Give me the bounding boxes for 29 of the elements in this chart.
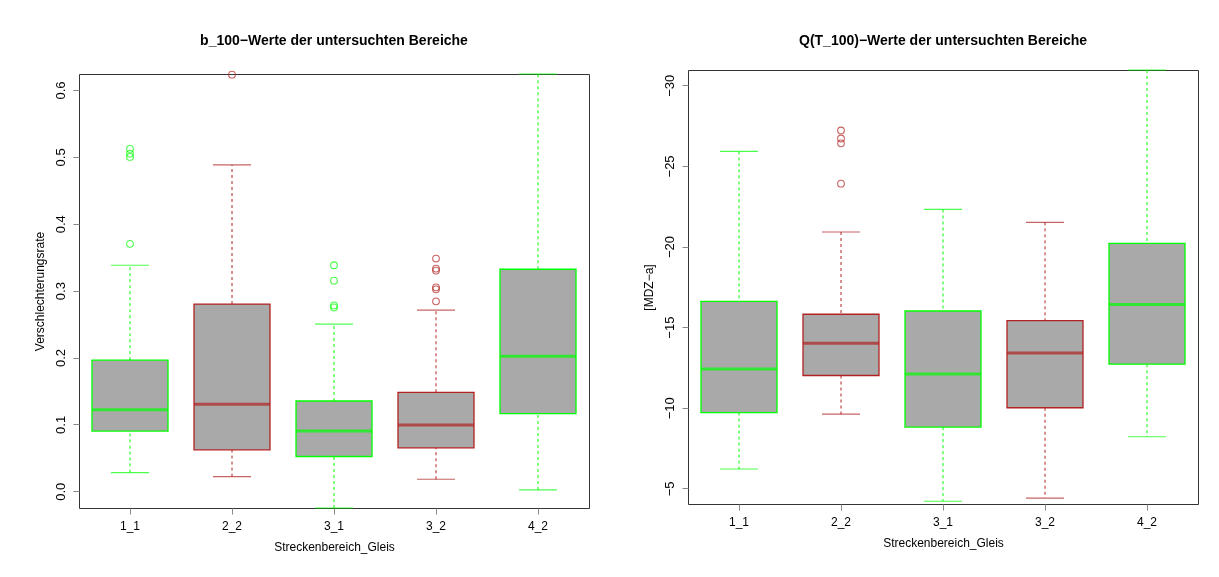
y-tick-label: 0.1 bbox=[52, 415, 68, 434]
chart-title: b_100−Werte der untersuchten Bereiche bbox=[200, 32, 469, 49]
y-tick-label: −15 bbox=[661, 316, 677, 339]
x-tick-label: 2_2 bbox=[221, 518, 243, 533]
y-tick-label: 0.6 bbox=[52, 81, 68, 100]
y-tick-label: −25 bbox=[661, 155, 677, 178]
y-axis-title: [MDZ−a] bbox=[641, 264, 656, 311]
x-axis-title: Streckenbereich_Gleis bbox=[883, 535, 1004, 550]
y-axis-title: Verschlechterungsrate bbox=[32, 231, 47, 352]
chart-title: Q(T_100)−Werte der untersuchten Bereiche bbox=[798, 32, 1088, 49]
y-tick-label: 0.3 bbox=[52, 282, 68, 301]
x-tick-label: 4_2 bbox=[527, 518, 549, 533]
y-tick-label: −30 bbox=[661, 74, 677, 97]
y-tick-label: 0.2 bbox=[52, 349, 68, 368]
x-tick-label: 4_2 bbox=[1136, 514, 1158, 529]
y-tick-label: −20 bbox=[661, 236, 677, 259]
y-tick-label: 0.5 bbox=[52, 148, 68, 167]
y-tick-label: 0.0 bbox=[52, 482, 68, 501]
x-tick-label: 2_2 bbox=[830, 514, 852, 529]
x-tick-label: 1_1 bbox=[119, 518, 141, 533]
x-tick-label: 3_2 bbox=[1034, 514, 1056, 529]
x-tick-label: 3_2 bbox=[425, 518, 447, 533]
x-axis-title: Streckenbereich_Gleis bbox=[274, 539, 395, 554]
y-tick-label: −10 bbox=[661, 397, 677, 420]
x-tick-label: 3_1 bbox=[932, 514, 954, 529]
x-tick-label: 1_1 bbox=[728, 514, 750, 529]
y-tick-label: 0.4 bbox=[52, 215, 68, 234]
x-tick-label: 3_1 bbox=[323, 518, 345, 533]
y-tick-label: −5 bbox=[661, 481, 677, 497]
